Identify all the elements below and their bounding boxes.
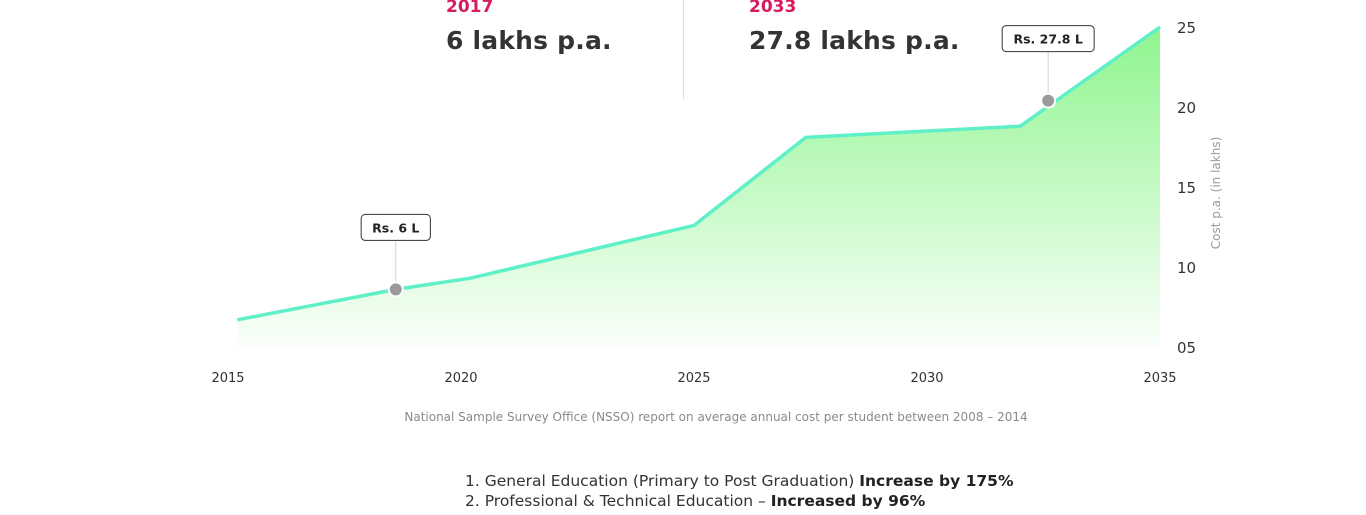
x-tick-label: 2035 bbox=[1143, 371, 1176, 386]
callout-label: Rs. 27.8 L bbox=[1013, 32, 1082, 47]
stat-year: 2017 bbox=[446, 0, 494, 17]
notes-list: 1. General Education (Primary to Post Gr… bbox=[465, 471, 1013, 511]
value-callout: Rs. 6 L bbox=[360, 213, 431, 298]
area-fill bbox=[237, 27, 1161, 347]
y-tick-label: 05 bbox=[1177, 339, 1196, 357]
x-tick-label: 2015 bbox=[211, 371, 244, 386]
callout-box bbox=[360, 213, 431, 241]
value-callout: Rs. 27.8 L bbox=[1001, 25, 1095, 109]
note-item: 1. General Education (Primary to Post Gr… bbox=[465, 471, 1013, 491]
stat-value: 6 lakhs p.a. bbox=[446, 26, 612, 55]
stat-year: 2033 bbox=[749, 0, 797, 17]
x-axis: 2015 2020 2025 2030 2035 bbox=[211, 371, 1176, 386]
note-highlight: Increased by 96% bbox=[770, 492, 926, 510]
y-tick-label: 10 bbox=[1177, 259, 1196, 277]
note-text: 2. Professional & Technical Education – bbox=[465, 492, 771, 510]
stat-divider bbox=[683, 0, 684, 99]
y-tick-label: 15 bbox=[1177, 179, 1196, 197]
source-note: National Sample Survey Office (NSSO) rep… bbox=[404, 410, 1028, 424]
note-highlight: Increase by 175% bbox=[859, 472, 1014, 490]
y-tick-label: 20 bbox=[1177, 99, 1196, 117]
callout-label: Rs. 6 L bbox=[372, 220, 419, 235]
annotations: Rs. 6 L Rs. 27.8 L bbox=[360, 25, 1095, 298]
data-point-marker bbox=[1040, 92, 1057, 109]
y-axis-label: Cost p.a. (in lakhs) bbox=[1209, 137, 1223, 250]
note-text: 1. General Education (Primary to Post Gr… bbox=[465, 472, 860, 490]
x-tick-label: 2020 bbox=[444, 371, 477, 386]
y-axis: 05 10 15 20 25 bbox=[1177, 19, 1196, 357]
x-tick-label: 2030 bbox=[910, 371, 943, 386]
y-tick-label: 25 bbox=[1177, 19, 1196, 37]
x-tick-label: 2025 bbox=[677, 371, 710, 386]
stat-value: 27.8 lakhs p.a. bbox=[749, 26, 960, 55]
callout-box bbox=[1001, 25, 1095, 53]
note-item: 2. Professional & Technical Education – … bbox=[465, 491, 1013, 511]
data-point-marker bbox=[387, 281, 404, 298]
